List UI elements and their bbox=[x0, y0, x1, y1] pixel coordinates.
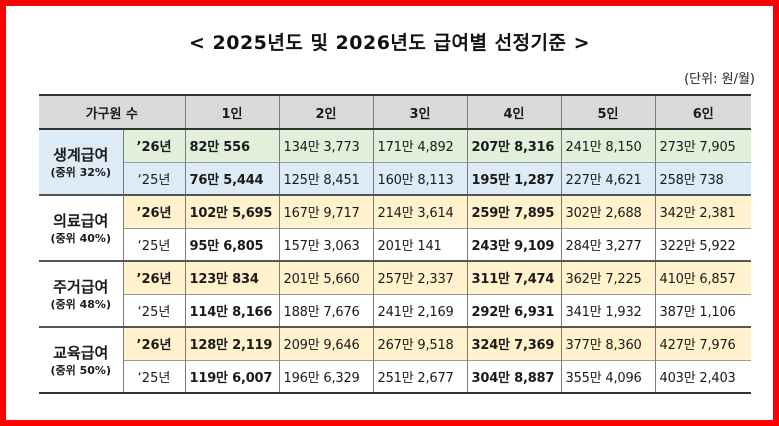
table-cell: 195만 1,287 bbox=[466, 161, 562, 195]
table-cell: 243만 9,109 bbox=[466, 227, 562, 261]
header-col-6: 6인 bbox=[654, 95, 751, 130]
unit-note: (단위: 원/월) bbox=[684, 72, 755, 87]
table-row: 의료급여 (중위 40%) ’26년 102만 5,695 167만 9,717… bbox=[39, 194, 751, 261]
category-name: 주거급여 bbox=[53, 277, 109, 296]
category-median: (중위 50%) bbox=[50, 363, 111, 377]
table-cell: 95만 6,805 bbox=[184, 227, 280, 261]
table-row: ‘25년 95만 6,805 157만 3,063 201만 141 243만 … bbox=[39, 227, 751, 261]
header-col-1: 1인 bbox=[184, 95, 280, 130]
header-household: 가구원 수 bbox=[39, 95, 186, 130]
table-cell: 201만 141 bbox=[372, 227, 468, 261]
table-cell: 362만 7,225 bbox=[560, 260, 656, 294]
table-cell: 227만 4,621 bbox=[560, 161, 656, 195]
table-cell: 324만 7,369 bbox=[466, 326, 562, 360]
year-label: ‘25년 bbox=[123, 293, 186, 327]
page-title: < 2025년도 및 2026년도 급여별 선정기준 > bbox=[188, 32, 591, 54]
table-cell: 403만 2,403 bbox=[654, 359, 751, 393]
table-cell: 251만 2,677 bbox=[372, 359, 468, 393]
table-cell: 134만 3,773 bbox=[278, 129, 374, 162]
category-name: 의료급여 bbox=[53, 211, 109, 230]
header-col-3: 3인 bbox=[372, 95, 468, 130]
selection-criteria-table: 가구원 수 1인 2인 3인 4인 5인 6인 생계급여 (중위 32%) ’2… bbox=[39, 94, 751, 394]
table-cell: 188만 7,676 bbox=[278, 293, 374, 327]
table-cell: 160만 8,113 bbox=[372, 161, 468, 195]
table-cell: 410만 6,857 bbox=[654, 260, 751, 294]
table-cell: 209만 9,646 bbox=[278, 326, 374, 360]
year-label: ’26년 bbox=[122, 326, 186, 360]
table-cell: 125만 8,451 bbox=[278, 161, 374, 195]
category-name: 생계급여 bbox=[53, 145, 109, 164]
table-cell: 355만 4,096 bbox=[560, 359, 656, 393]
table-cell: 342만 2,381 bbox=[654, 194, 751, 228]
table-row: ‘25년 114만 8,166 188만 7,676 241만 2,169 29… bbox=[39, 293, 751, 327]
table-cell: 114만 8,166 bbox=[184, 293, 280, 327]
category-medical: 의료급여 (중위 40%) bbox=[39, 194, 124, 261]
table-cell: 322만 5,922 bbox=[654, 227, 751, 261]
category-median: (중위 32%) bbox=[50, 165, 111, 179]
table-cell: 311만 7,474 bbox=[466, 260, 562, 294]
table-cell: 196만 6,329 bbox=[278, 359, 374, 393]
table-row: ‘25년 76만 5,444 125만 8,451 160만 8,113 195… bbox=[39, 161, 751, 195]
table-cell: 267만 9,518 bbox=[372, 326, 468, 360]
table-cell: 273만 7,905 bbox=[654, 129, 751, 162]
table-cell: 171만 4,892 bbox=[372, 129, 468, 162]
table-cell: 214만 3,614 bbox=[372, 194, 468, 228]
table-header-row: 가구원 수 1인 2인 3인 4인 5인 6인 bbox=[39, 95, 751, 130]
table-cell: 241만 2,169 bbox=[372, 293, 468, 327]
table-row: 생계급여 (중위 32%) ’26년 82만 556 134만 3,773 17… bbox=[39, 129, 751, 195]
category-name: 교육급여 bbox=[53, 343, 109, 362]
table-cell: 304만 8,887 bbox=[466, 359, 562, 393]
table-cell: 292만 6,931 bbox=[466, 293, 562, 327]
category-education: 교육급여 (중위 50%) bbox=[39, 326, 124, 393]
category-housing: 주거급여 (중위 48%) bbox=[39, 260, 124, 327]
table-row: ‘25년 119만 6,007 196만 6,329 251만 2,677 30… bbox=[39, 359, 751, 393]
table-cell: 341만 1,932 bbox=[560, 293, 656, 327]
category-median: (중위 48%) bbox=[50, 297, 111, 311]
table-cell: 102만 5,695 bbox=[184, 194, 280, 228]
category-median: (중위 40%) bbox=[50, 231, 111, 245]
table-cell: 377만 8,360 bbox=[560, 326, 656, 360]
table-row: 교육급여 (중위 50%) ’26년 128만 2,119 209만 9,646… bbox=[39, 326, 751, 393]
table-cell: 259만 7,895 bbox=[466, 194, 562, 228]
table-cell: 128만 2,119 bbox=[184, 326, 280, 360]
table-cell: 207만 8,316 bbox=[466, 129, 562, 162]
table-cell: 76만 5,444 bbox=[184, 161, 280, 195]
category-livelihood: 생계급여 (중위 32%) bbox=[39, 129, 124, 195]
table-cell: 123만 834 bbox=[184, 260, 280, 294]
table-cell: 257만 2,337 bbox=[372, 260, 468, 294]
table-cell: 241만 8,150 bbox=[560, 129, 656, 162]
table-cell: 119만 6,007 bbox=[184, 359, 280, 393]
header-col-5: 5인 bbox=[560, 95, 656, 130]
table-cell: 201만 5,660 bbox=[278, 260, 374, 294]
table-cell: 82만 556 bbox=[184, 129, 280, 162]
table-cell: 302만 2,688 bbox=[560, 194, 656, 228]
table-cell: 157만 3,063 bbox=[278, 227, 374, 261]
table-cell: 387만 1,106 bbox=[654, 293, 751, 327]
header-col-4: 4인 bbox=[466, 95, 562, 130]
year-label: ’26년 bbox=[122, 260, 186, 294]
table-cell: 427만 7,976 bbox=[654, 326, 751, 360]
year-label: ’26년 bbox=[122, 194, 186, 228]
year-label: ‘25년 bbox=[123, 227, 186, 261]
year-label: ‘25년 bbox=[123, 359, 186, 393]
table-cell: 284만 3,277 bbox=[560, 227, 656, 261]
header-col-2: 2인 bbox=[278, 95, 374, 130]
table-cell: 167만 9,717 bbox=[278, 194, 374, 228]
year-label: ’26년 bbox=[122, 129, 186, 162]
table-row: 주거급여 (중위 48%) ’26년 123만 834 201만 5,660 2… bbox=[39, 260, 751, 327]
table-cell: 258만 738 bbox=[654, 161, 751, 195]
year-label: ‘25년 bbox=[123, 161, 186, 195]
